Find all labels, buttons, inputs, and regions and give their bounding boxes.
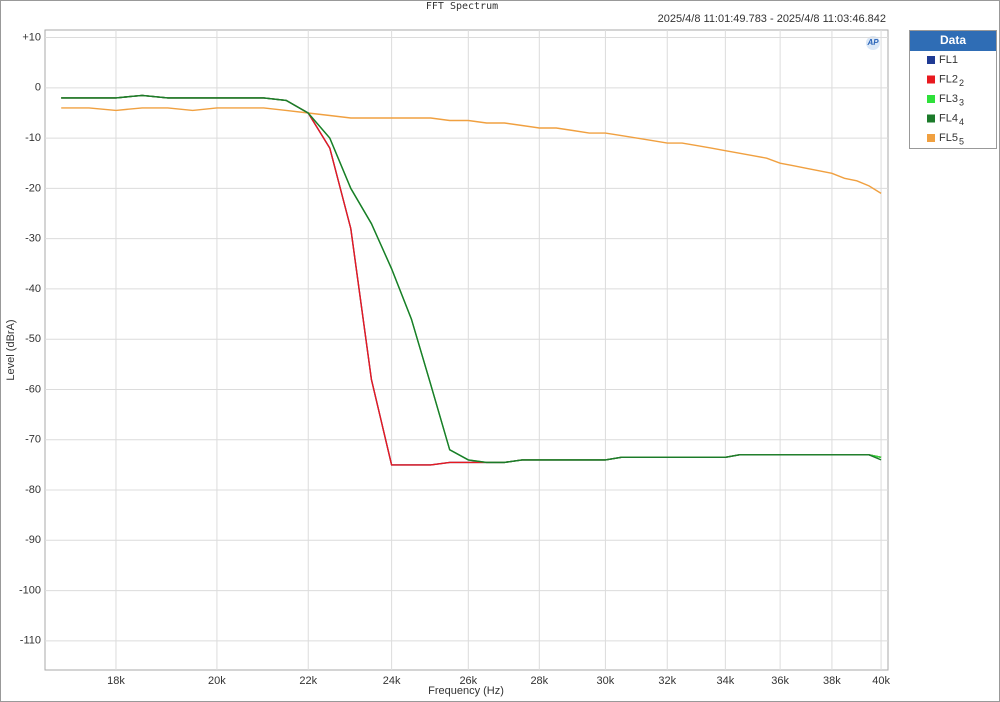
y-tick-label: -60 bbox=[25, 383, 41, 395]
y-tick-label: -110 bbox=[20, 635, 41, 647]
legend-label: FL1 bbox=[939, 54, 958, 66]
series-line bbox=[61, 94, 882, 464]
legend-swatch bbox=[927, 75, 935, 84]
y-tick-label: -70 bbox=[25, 434, 41, 446]
x-tick-label: 30k bbox=[597, 675, 615, 687]
legend-subscript: 2 bbox=[959, 78, 964, 88]
y-tick-label: -100 bbox=[19, 584, 41, 596]
x-tick-label: 24k bbox=[383, 675, 401, 687]
legend-swatch bbox=[927, 114, 935, 123]
x-tick-label: 36k bbox=[771, 675, 789, 687]
x-tick-label: 28k bbox=[530, 675, 548, 687]
legend-header bbox=[910, 31, 996, 51]
y-tick-label: -80 bbox=[25, 484, 41, 496]
y-tick-label: +10 bbox=[22, 31, 41, 43]
series-line bbox=[61, 107, 882, 194]
legend-subscript: 4 bbox=[959, 117, 964, 127]
legend-subscript: 5 bbox=[959, 136, 964, 146]
x-tick-label: 40k bbox=[872, 675, 890, 687]
logo: AP bbox=[866, 38, 879, 47]
y-tick-label: -40 bbox=[25, 283, 41, 295]
legend-swatch bbox=[927, 56, 935, 64]
x-tick-label: 18k bbox=[107, 675, 125, 687]
legend-label: FL4 bbox=[939, 112, 958, 124]
legend-label: FL3 bbox=[939, 93, 958, 105]
subtitle: 2025/4/8 11:01:49.783 - 2025/4/8 11:03:4… bbox=[658, 13, 886, 25]
plot-area bbox=[44, 29, 889, 671]
legend-subscript: 3 bbox=[959, 97, 964, 107]
x-tick-label: 32k bbox=[658, 675, 676, 687]
y-tick-label: -20 bbox=[25, 182, 41, 194]
legend-swatch bbox=[927, 95, 935, 103]
logo-badge bbox=[866, 36, 880, 50]
y-axis-label: Level (dBrA) bbox=[5, 319, 17, 380]
legend-label: FL5 bbox=[939, 132, 958, 144]
y-tick-label: -30 bbox=[25, 233, 41, 245]
y-tick-label: 0 bbox=[35, 82, 41, 94]
x-axis-label: Frequency (Hz) bbox=[428, 685, 504, 697]
x-tick-label: 34k bbox=[716, 675, 734, 687]
x-tick-label: 26k bbox=[459, 675, 477, 687]
y-tick-label: -10 bbox=[25, 132, 41, 144]
x-tick-label: 20k bbox=[208, 675, 226, 687]
y-tick-label: -90 bbox=[25, 534, 41, 546]
x-tick-label: 22k bbox=[299, 675, 317, 687]
y-tick-label: -50 bbox=[25, 333, 41, 345]
legend-label: FL2 bbox=[939, 73, 958, 85]
legend-title: Data bbox=[940, 33, 966, 47]
x-tick-label: 38k bbox=[823, 675, 841, 687]
legend-swatch bbox=[927, 134, 935, 142]
chart-title: FFT Spectrum bbox=[426, 1, 498, 12]
